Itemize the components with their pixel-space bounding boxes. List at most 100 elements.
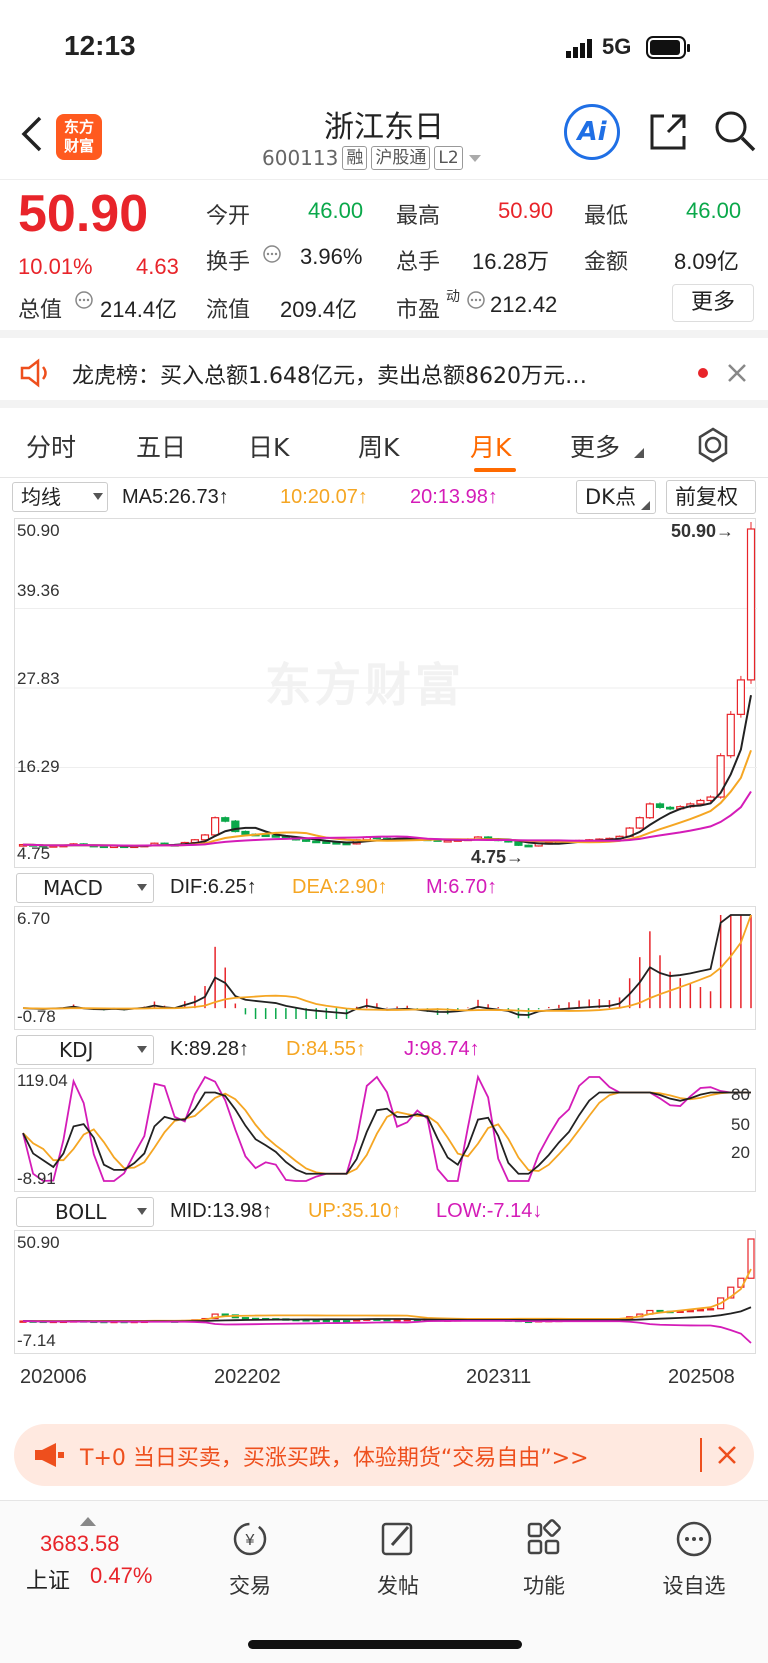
- nav-trade-label: 交易: [229, 1574, 271, 1598]
- macd-dif: DIF:6.25↑: [170, 876, 257, 898]
- nav-post-label: 发帖: [377, 1574, 419, 1598]
- boll-candle: [312, 1319, 320, 1322]
- dragon-tiger-notice[interactable]: 龙虎榜：买入总额1.648亿元，卖出总额8620万元…: [0, 338, 768, 408]
- boll-y-min: -7.14: [17, 1331, 56, 1350]
- tab-more[interactable]: 更多: [570, 433, 621, 462]
- adjust-button[interactable]: 前复权: [666, 480, 756, 514]
- min-price-label: 4.75→: [471, 847, 525, 867]
- futures-promo-banner[interactable]: T+0 当日买卖，买涨买跌，体验期货“交易自由”>>: [14, 1424, 754, 1486]
- share-icon[interactable]: [646, 110, 690, 154]
- mktcap-label: 总值: [18, 297, 63, 322]
- nav-trade[interactable]: ¥ 交易: [190, 1519, 310, 1600]
- indicator-selector-macd[interactable]: MACD: [16, 873, 154, 903]
- boll-chart: [19, 1238, 755, 1344]
- kdj-chart: [22, 1074, 751, 1182]
- index-value[interactable]: 3683.58: [40, 1531, 120, 1556]
- close-icon[interactable]: [716, 1444, 738, 1466]
- boll-panel[interactable]: 50.90 -7.14: [14, 1230, 756, 1354]
- nav-watchlist[interactable]: 设自选: [634, 1519, 754, 1600]
- macd-dea: DEA:2.90↑: [292, 876, 388, 898]
- status-time: 12:13: [64, 30, 136, 61]
- change-amount: 4.63: [136, 254, 179, 279]
- tab-five-day[interactable]: 五日: [136, 433, 187, 462]
- indicator-selector-ma[interactable]: 均线: [12, 482, 108, 512]
- kdj-panel[interactable]: 119.04 -8.91 80 50 20: [14, 1068, 756, 1192]
- candle: [322, 841, 331, 844]
- indicator-selector-boll[interactable]: BOLL: [16, 1197, 154, 1227]
- ma20-line: [22, 790, 752, 847]
- nav-functions[interactable]: 功能: [484, 1519, 604, 1600]
- x-label-2: 202202: [214, 1366, 281, 1388]
- index-change[interactable]: 0.47%: [90, 1563, 153, 1588]
- selector-label: 均线: [21, 485, 61, 509]
- stock-code: 600113: [262, 146, 339, 170]
- dea-line: [22, 914, 752, 1012]
- info-icon[interactable]: [74, 290, 94, 310]
- tab-daily[interactable]: 日K: [248, 433, 290, 462]
- y-tick-2: 39.36: [17, 581, 60, 600]
- y-tick-4: 16.29: [17, 757, 60, 776]
- close-icon[interactable]: [726, 362, 748, 384]
- candle: [200, 834, 210, 841]
- selector-label: KDJ: [59, 1038, 94, 1062]
- tab-monthly[interactable]: 月K: [470, 433, 512, 462]
- candle: [241, 830, 250, 835]
- nav-functions-label: 功能: [523, 1574, 565, 1598]
- selector-label: BOLL: [55, 1200, 107, 1224]
- chevron-down-icon: [634, 448, 644, 458]
- high-label: 最高: [396, 203, 441, 228]
- selector-label: MACD: [43, 876, 103, 900]
- candle: [635, 817, 644, 829]
- boll-candle: [342, 1320, 351, 1323]
- ai-button[interactable]: Ai: [564, 104, 620, 160]
- chevron-down-icon: [641, 501, 650, 510]
- dk-point-button[interactable]: DK点: [576, 480, 656, 514]
- pe-label: 市盈: [396, 297, 441, 322]
- candle: [211, 817, 220, 836]
- boll-candle: [696, 1308, 705, 1312]
- boll-candle: [322, 1319, 330, 1323]
- boll-candle: [332, 1319, 341, 1323]
- candle: [655, 803, 665, 808]
- search-icon[interactable]: [712, 108, 758, 154]
- candle: [746, 528, 756, 681]
- macd-panel[interactable]: 6.70 -0.78: [14, 906, 756, 1030]
- promo-text: T+0 当日买卖，买涨买跌，体验期货“交易自由”>>: [80, 1446, 589, 1471]
- tab-weekly[interactable]: 周K: [358, 433, 400, 462]
- macd-m: M:6.70↑: [426, 876, 498, 898]
- candle: [716, 755, 725, 798]
- open-value: 46.00: [308, 198, 364, 223]
- info-icon[interactable]: [262, 244, 282, 264]
- y-tick-3: 27.83: [17, 669, 60, 688]
- dk-label: DK点: [585, 485, 636, 509]
- indicator-selector-kdj[interactable]: KDJ: [16, 1035, 154, 1065]
- candle: [666, 806, 675, 810]
- more-dots-icon: [676, 1521, 712, 1557]
- volume-value: 16.28万: [472, 249, 550, 274]
- period-tabs: 分时 五日 日K 周K 月K 更多: [0, 410, 768, 478]
- boll-candle: [241, 1317, 250, 1320]
- amount-label: 金额: [584, 249, 629, 274]
- ma5-value: MA5:26.73↑: [122, 486, 229, 508]
- turnover-value: 3.96%: [300, 244, 363, 269]
- more-quote-button[interactable]: 更多: [672, 284, 754, 322]
- max-price-label: 50.90→: [671, 521, 735, 541]
- stock-name: 浙江东日: [324, 110, 444, 145]
- chevron-down-icon: [137, 1046, 147, 1053]
- nav-post[interactable]: 发帖: [338, 1519, 458, 1600]
- low-label: 最低: [584, 203, 629, 228]
- chevron-down-icon[interactable]: [467, 153, 483, 163]
- candlestick-panel[interactable]: 50.90 39.36 27.83 16.29 4.75 东方财富 50.90→…: [14, 518, 757, 868]
- k-line: [22, 1091, 751, 1175]
- gear-icon[interactable]: [694, 426, 732, 464]
- tab-intraday[interactable]: 分时: [26, 433, 77, 462]
- back-icon[interactable]: [16, 114, 46, 154]
- info-icon[interactable]: [466, 290, 486, 310]
- candle: [696, 799, 705, 805]
- amount-value: 8.09亿: [674, 249, 739, 274]
- unread-dot: [698, 368, 708, 378]
- change-percent: 10.01%: [18, 254, 93, 279]
- tag-l2: L2: [434, 146, 463, 170]
- chevron-down-icon: [93, 493, 103, 500]
- index-name[interactable]: 上证: [26, 1569, 71, 1594]
